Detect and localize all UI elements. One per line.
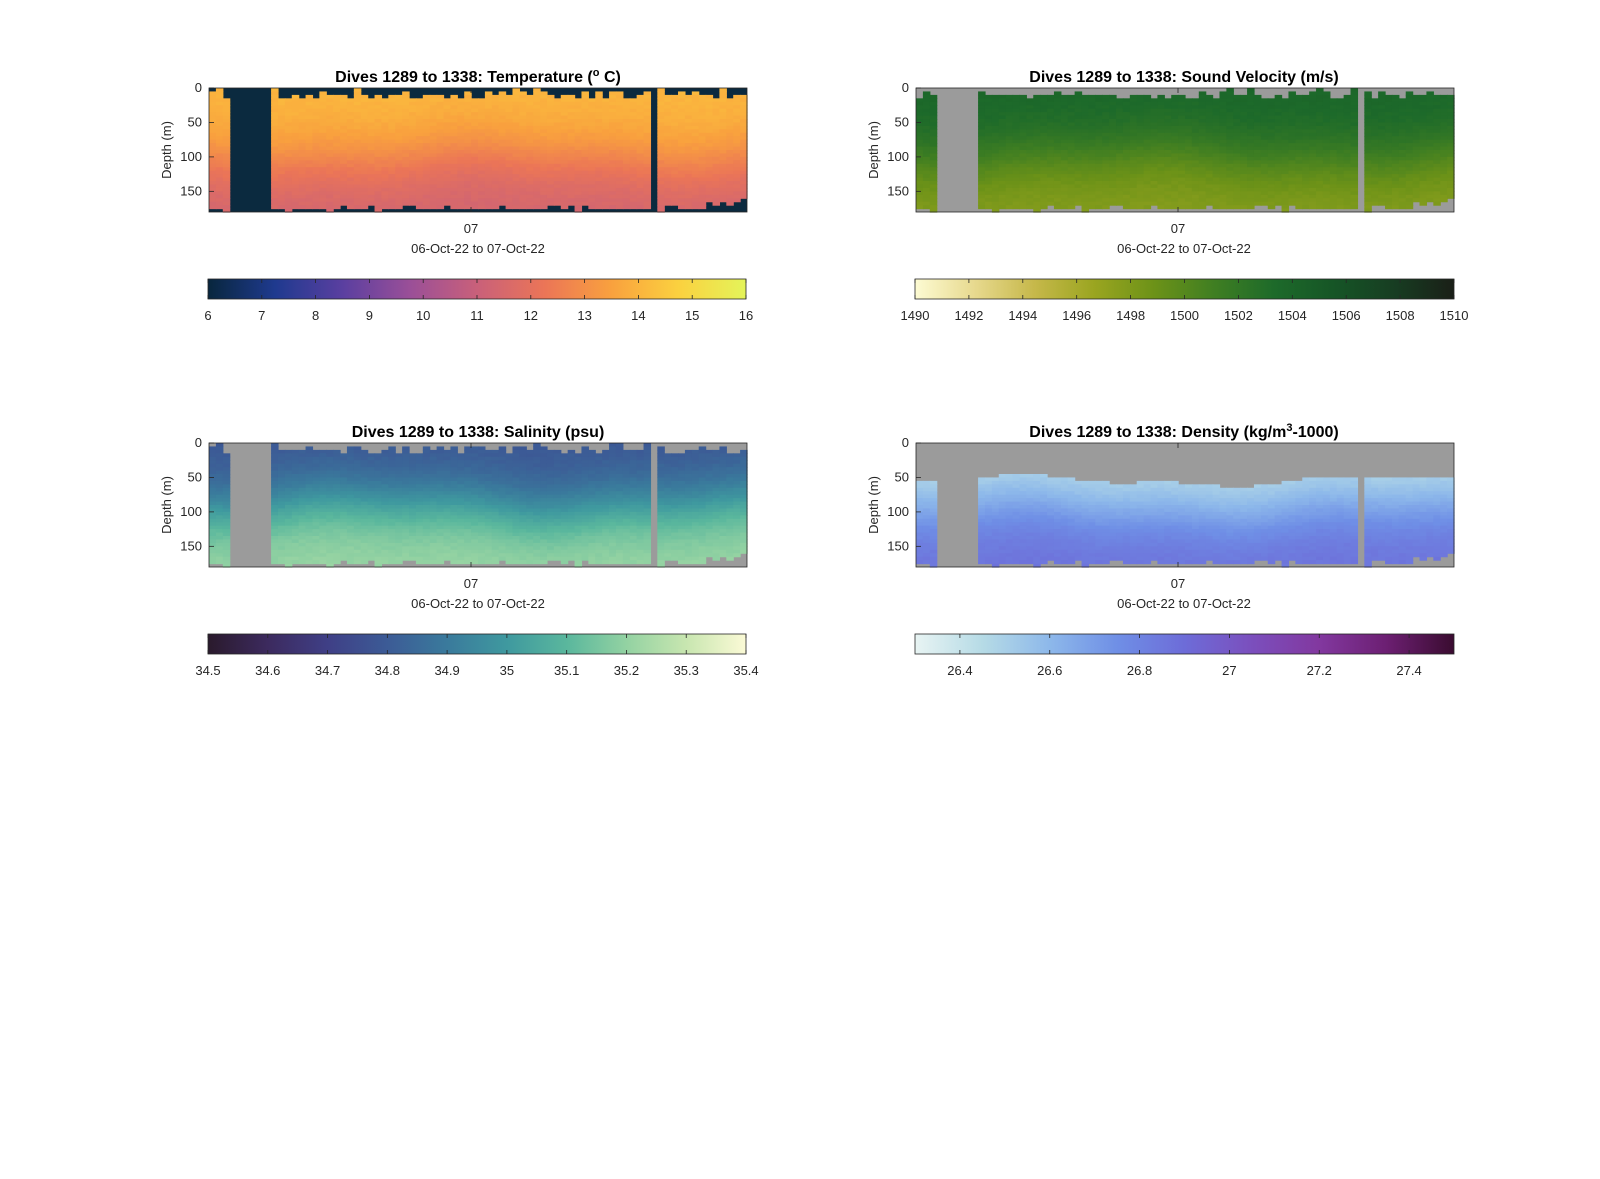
density-colorbar: 26.4 26.6 26.8 27 27.2 27.4 xyxy=(914,633,1455,678)
density-xlabel: 06-Oct-22 to 07-Oct-22 xyxy=(1117,596,1251,611)
temperature-colorbar-tick-label: 13 xyxy=(577,308,591,323)
sound-velocity-ytick-label: 150 xyxy=(887,183,909,198)
density-colorbar-tick-label: 26.4 xyxy=(947,663,972,678)
temperature-ytick-label: 100 xyxy=(180,149,202,164)
density-ytick-label: 0 xyxy=(902,435,909,450)
salinity-colorbar-tick-label: 34.6 xyxy=(255,663,280,678)
sound-velocity-xtick-label: 07 xyxy=(1171,221,1185,236)
temperature-colorbar-tick-label: 11 xyxy=(470,308,484,323)
salinity-ytick-label: 100 xyxy=(180,504,202,519)
sound-velocity-colorbar-tick-label: 1498 xyxy=(1116,308,1145,323)
salinity-colorbar-tick-label: 35.1 xyxy=(554,663,579,678)
density-colorbar-tick-label: 26.6 xyxy=(1037,663,1062,678)
salinity-plot: 0 50 100 150 07 xyxy=(180,435,748,591)
salinity-xlabel: 06-Oct-22 to 07-Oct-22 xyxy=(411,596,545,611)
temperature-ytick-label: 150 xyxy=(180,183,202,198)
sound-velocity-colorbar-tick-label: 1508 xyxy=(1386,308,1415,323)
density-ytick-label: 100 xyxy=(887,504,909,519)
temperature-title: Dives 1289 to 1338: Temperature (o C) xyxy=(335,67,621,86)
salinity-ytick-label: 150 xyxy=(180,538,202,553)
sound-velocity-xlabel: 06-Oct-22 to 07-Oct-22 xyxy=(1117,241,1251,256)
density-colorbar-tick-label: 27.4 xyxy=(1396,663,1421,678)
temperature-ytick-label: 0 xyxy=(195,80,202,95)
density-ytick-label: 50 xyxy=(895,469,909,484)
density-colorbar-tick-label: 27.2 xyxy=(1307,663,1332,678)
temperature-xtick-label: 07 xyxy=(464,221,478,236)
density-colorbar-gradient xyxy=(914,633,1455,655)
density-colorbar-tick-label: 27 xyxy=(1222,663,1236,678)
salinity-colorbar: 34.5 34.6 34.7 34.8 34.9 35 35.1 35.2 35.3 35.4 xyxy=(195,633,759,678)
temperature-colorbar-tick-label: 10 xyxy=(416,308,430,323)
salinity-colorbar-tick-label: 35.2 xyxy=(614,663,639,678)
temperature-ylabel: Depth (m) xyxy=(159,121,174,179)
sound-velocity-ytick-label: 50 xyxy=(895,114,909,129)
density-ylabel: Depth (m) xyxy=(866,476,881,534)
salinity-colorbar-tick-label: 34.8 xyxy=(375,663,400,678)
salinity-colorbar-gradient xyxy=(207,633,747,655)
temperature-colorbar-tick-label: 12 xyxy=(524,308,538,323)
temperature-colorbar-tick-label: 8 xyxy=(312,308,319,323)
temperature-xlabel: 06-Oct-22 to 07-Oct-22 xyxy=(411,241,545,256)
sound-velocity-axes-frame xyxy=(915,87,1455,213)
temperature-panel: Dives 1289 to 1338: Temperature (o C) De… xyxy=(159,67,753,323)
salinity-ylabel: Depth (m) xyxy=(159,476,174,534)
temperature-colorbar-tick-label: 16 xyxy=(739,308,753,323)
salinity-ytick-label: 0 xyxy=(195,435,202,450)
sound-velocity-ytick-label: 0 xyxy=(902,80,909,95)
sound-velocity-panel: Dives 1289 to 1338: Sound Velocity (m/s)… xyxy=(866,69,1468,323)
density-colorbar-tick-label: 26.8 xyxy=(1127,663,1152,678)
temperature-colorbar-tick-label: 15 xyxy=(685,308,699,323)
salinity-title: Dives 1289 to 1338: Salinity (psu) xyxy=(352,424,605,441)
salinity-colorbar-tick-label: 34.5 xyxy=(195,663,220,678)
salinity-colorbar-tick-label: 34.9 xyxy=(434,663,459,678)
salinity-colorbar-tick-label: 35.3 xyxy=(674,663,699,678)
salinity-xtick-label: 07 xyxy=(464,576,478,591)
density-plot: 0 50 100 150 07 xyxy=(887,435,1455,591)
sound-velocity-colorbar: 1490 1492 1494 1496 1498 1500 1502 1504 1506 1508… xyxy=(901,278,1469,323)
sound-velocity-ytick-label: 100 xyxy=(887,149,909,164)
sound-velocity-colorbar-tick-label: 1510 xyxy=(1440,308,1469,323)
sound-velocity-colorbar-tick-label: 1504 xyxy=(1278,308,1307,323)
temperature-colorbar: 6 7 8 9 10 11 12 13 14 15 16 xyxy=(204,278,753,323)
sound-velocity-heatmap-cells xyxy=(916,88,1455,213)
sound-velocity-colorbar-tick-label: 1490 xyxy=(901,308,930,323)
temperature-colorbar-tick-label: 9 xyxy=(366,308,373,323)
temperature-colorbar-tick-label: 14 xyxy=(631,308,645,323)
sound-velocity-colorbar-tick-label: 1502 xyxy=(1224,308,1253,323)
salinity-axes-frame xyxy=(208,442,748,568)
sound-velocity-colorbar-tick-label: 1500 xyxy=(1170,308,1199,323)
salinity-ytick-label: 50 xyxy=(188,469,202,484)
sound-velocity-colorbar-tick-label: 1496 xyxy=(1062,308,1091,323)
density-title: Dives 1289 to 1338: Density (kg/m3-1000) xyxy=(1029,422,1338,441)
salinity-heatmap-cells xyxy=(209,443,748,568)
sound-velocity-colorbar-tick-label: 1506 xyxy=(1332,308,1361,323)
sound-velocity-title: Dives 1289 to 1338: Sound Velocity (m/s) xyxy=(1029,69,1338,86)
temperature-ytick-label: 50 xyxy=(188,114,202,129)
density-xtick-label: 07 xyxy=(1171,576,1185,591)
density-axes-frame xyxy=(915,442,1455,568)
temperature-colorbar-tick-label: 6 xyxy=(204,308,211,323)
temperature-plot: 0 50 100 150 07 xyxy=(180,80,748,236)
salinity-colorbar-tick-label: 35.4 xyxy=(733,663,758,678)
temperature-heatmap-cells xyxy=(209,88,748,213)
salinity-panel: Dives 1289 to 1338: Salinity (psu) Depth… xyxy=(159,424,759,678)
density-ytick-label: 150 xyxy=(887,538,909,553)
temperature-axes-frame xyxy=(208,87,748,213)
sound-velocity-colorbar-tick-label: 1494 xyxy=(1008,308,1037,323)
temperature-colorbar-tick-label: 7 xyxy=(258,308,265,323)
sound-velocity-ylabel: Depth (m) xyxy=(866,121,881,179)
density-panel: Dives 1289 to 1338: Density (kg/m3-1000)… xyxy=(866,422,1455,678)
salinity-colorbar-tick-label: 34.7 xyxy=(315,663,340,678)
density-heatmap-cells xyxy=(916,474,1455,568)
sound-velocity-colorbar-tick-label: 1492 xyxy=(954,308,983,323)
salinity-colorbar-tick-label: 35 xyxy=(500,663,514,678)
sound-velocity-plot: 0 50 100 150 07 xyxy=(887,80,1455,236)
